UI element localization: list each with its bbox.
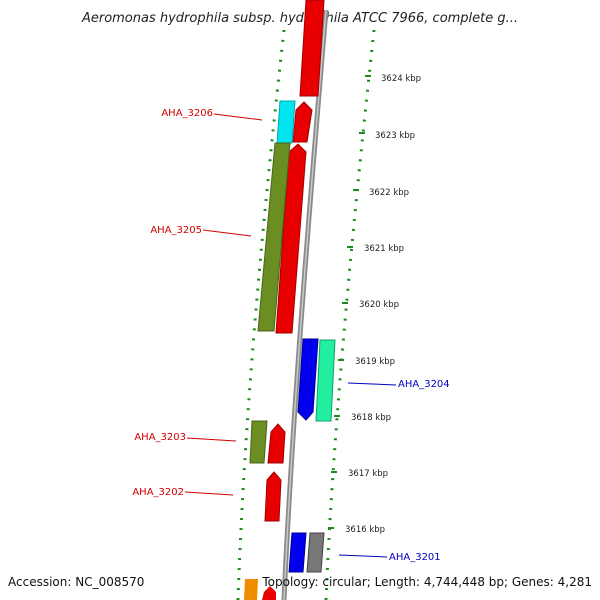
leader-line (184, 491, 234, 496)
scale-label: 3616 kbp (345, 525, 385, 535)
gene-label-aha-3203[interactable]: AHA_3203 (134, 432, 186, 443)
gene-label-aha-3204[interactable]: AHA_3204 (398, 379, 450, 390)
scale-label: 3622 kbp (369, 188, 409, 198)
accession-text: Accession: NC_008570 (8, 575, 144, 589)
olive-feature (257, 142, 291, 332)
cds-feature (267, 423, 286, 464)
gene-label-aha-3205[interactable]: AHA_3205 (150, 225, 202, 236)
cds-feature (299, 0, 325, 97)
scale-ticks (328, 75, 371, 529)
cds-feature (292, 101, 313, 143)
leader-line (202, 229, 252, 237)
outer-dotted-ring (324, 29, 376, 600)
cds-feature (275, 143, 307, 334)
cyan-feature (276, 100, 296, 144)
genome-title: Aeromonas hydrophila subsp. hydrophila A… (81, 11, 518, 26)
scale-label: 3619 kbp (355, 357, 395, 367)
gene-label-aha-3206[interactable]: AHA_3206 (161, 108, 213, 119)
gene-label-aha-3202[interactable]: AHA_3202 (132, 487, 184, 498)
scale-label: 3624 kbp (381, 74, 421, 84)
scale-label: 3623 kbp (375, 131, 415, 141)
leader-line (186, 437, 237, 442)
cds-feature (262, 586, 276, 600)
blue-feature (297, 338, 319, 421)
orange-feature (244, 579, 258, 600)
olive-feature (249, 420, 268, 464)
grey-feature (306, 532, 325, 573)
leader-line (347, 382, 397, 386)
gene-label-aha-3201[interactable]: AHA_3201 (389, 552, 441, 563)
blue-feature (288, 532, 307, 573)
leader-line (338, 554, 388, 558)
scale-label: 3620 kbp (359, 300, 399, 310)
scale-label: 3621 kbp (364, 244, 404, 254)
scale-label: 3617 kbp (348, 469, 388, 479)
scale-label: 3618 kbp (351, 413, 391, 423)
leader-line (213, 113, 263, 121)
topology-text: Topology: circular; Length: 4,744,448 bp… (261, 575, 592, 589)
cds-feature (264, 471, 282, 522)
mint-feature (315, 339, 336, 422)
